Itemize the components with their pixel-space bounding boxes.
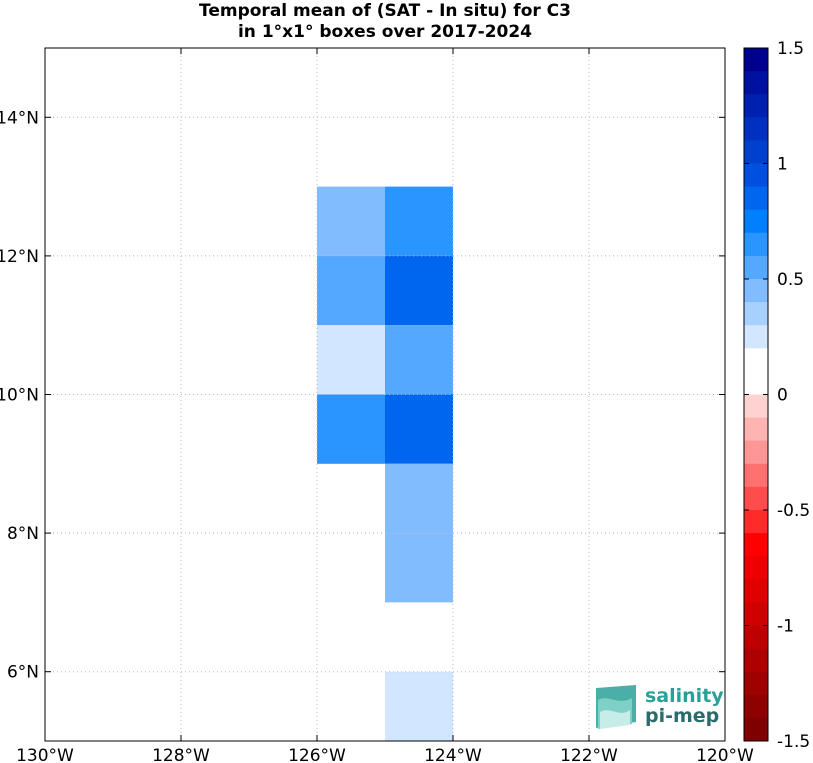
colorbar-tick-label: 1.5 <box>777 39 804 59</box>
map-title-line1: Temporal mean of (SAT - In situ) for C3 <box>199 1 571 21</box>
colorbar-segment <box>744 48 768 72</box>
heatmap-cell <box>385 394 453 464</box>
colorbar-segment <box>744 71 768 95</box>
colorbar-tick-label: 0 <box>777 386 788 406</box>
colorbar-segment <box>744 117 768 141</box>
colorbar: 1.5 1 0.5 0 -0.5 -1 -1.5 <box>743 39 810 752</box>
lon-tick-label: 124°W <box>424 746 482 763</box>
lat-tick-label: 14°N <box>0 108 39 128</box>
colorbar-segment <box>744 694 768 719</box>
colorbar-segment <box>744 625 768 650</box>
colorbar-segment <box>744 394 768 419</box>
colorbar-segment <box>744 209 768 234</box>
lon-tick-label: 130°W <box>16 746 74 763</box>
lat-tick-label: 10°N <box>0 386 39 406</box>
logo-waves-front <box>600 710 630 729</box>
lat-tick-label: 12°N <box>0 247 39 267</box>
logo-text-line2: pi-mep <box>645 705 719 727</box>
colorbar-tick-label: 1 <box>777 155 788 175</box>
map-ticks: 130°W 128°W 126°W 124°W 122°W 120°W 6°N 8°N 10°N… <box>0 48 754 763</box>
colorbar-segment <box>744 602 768 626</box>
colorbar-segment <box>744 717 768 742</box>
colorbar-segment <box>744 440 768 465</box>
heatmap-cell <box>317 186 385 256</box>
colorbar-segment <box>744 163 768 188</box>
logo-text-line1: salinity <box>645 685 724 707</box>
colorbar-segment <box>744 302 768 326</box>
heatmap-cell <box>317 325 385 395</box>
colorbar-segment <box>744 556 768 580</box>
colorbar-segment <box>744 486 768 511</box>
colorbar-tick-label: -1 <box>777 617 794 637</box>
heatmap-cell <box>385 325 453 395</box>
lat-tick-label: 8°N <box>7 524 39 544</box>
lon-tick-label: 122°W <box>560 746 618 763</box>
salinity-pimep-logo: salinity pi-mep <box>596 685 724 729</box>
colorbar-segment <box>744 671 768 696</box>
colorbar-segment <box>744 255 768 280</box>
colorbar-segment <box>744 510 768 534</box>
colorbar-segment <box>744 94 768 118</box>
colorbar-segment <box>744 579 768 603</box>
colorbar-tick-label: 0.5 <box>777 270 804 290</box>
colorbar-segment <box>744 232 768 257</box>
colorbar-tick-label: -1.5 <box>777 732 810 752</box>
heatmap-cell <box>317 255 385 326</box>
heatmap-cells <box>317 186 453 741</box>
colorbar-segment <box>744 463 768 488</box>
colorbar-tick-label: -0.5 <box>777 501 810 521</box>
lat-tick-label: 6°N <box>7 663 39 683</box>
lon-tick-label: 120°W <box>696 746 754 763</box>
heatmap-cell <box>385 186 453 256</box>
heatmap-cell <box>317 394 385 464</box>
colorbar-segment <box>744 348 768 372</box>
colorbar-segment <box>744 140 768 164</box>
lon-tick-label: 126°W <box>288 746 346 763</box>
lon-tick-label: 128°W <box>152 746 210 763</box>
map-title-line2: in 1°x1° boxes over 2017-2024 <box>237 22 533 42</box>
colorbar-segment <box>744 279 768 303</box>
colorbar-segment <box>744 648 768 673</box>
heatmap-cell <box>385 533 453 603</box>
heatmap-cell <box>385 463 453 534</box>
map-grid <box>45 48 725 741</box>
colorbar-segment <box>744 186 768 211</box>
colorbar-segment <box>744 417 768 442</box>
colorbar-segment <box>744 533 768 557</box>
heatmap-cell <box>385 671 453 741</box>
colorbar-segment <box>744 325 768 349</box>
heatmap-cell <box>385 255 453 326</box>
colorbar-segment <box>744 371 768 395</box>
